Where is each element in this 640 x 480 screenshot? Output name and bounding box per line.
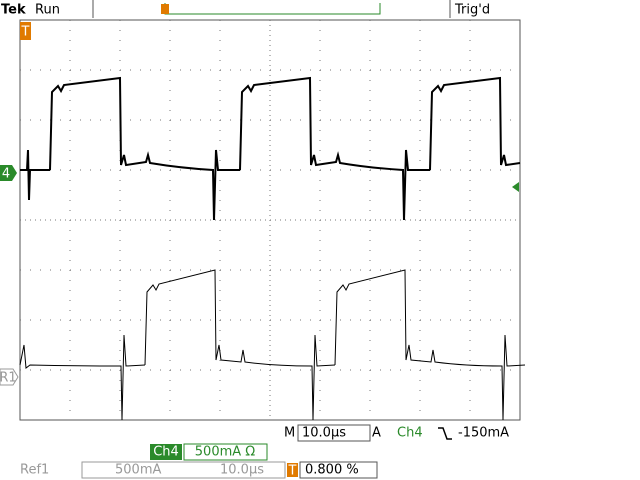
trigger-position-marker: [161, 4, 169, 14]
channel-marker-label: 4: [2, 167, 10, 182]
trigger-position-badge-label: T: [288, 464, 297, 479]
run-state: Run: [35, 3, 60, 18]
graticule: [20, 20, 520, 420]
timebase-box: [297, 424, 371, 442]
timebase-label: M: [284, 426, 295, 441]
record-bracket: [164, 3, 381, 15]
trigger-source: Ch4: [397, 426, 423, 441]
trigger-marker: [20, 22, 31, 40]
reference-box: [81, 461, 286, 479]
timebase: 10.0µs: [302, 426, 346, 441]
channel-marker: [0, 165, 17, 181]
trigger-marker-label: T: [21, 25, 30, 40]
reference-marker: [0, 368, 19, 386]
reference-scale: 500mA: [115, 463, 161, 478]
channel-scale: 500mA Ω: [195, 445, 256, 460]
channel-name: Ch4: [153, 445, 179, 460]
trigger-position: 0.800 %: [305, 463, 359, 478]
trigger-position-badge: [287, 463, 298, 477]
channel-4-waveform: [20, 76, 521, 221]
channel-badge: [150, 444, 182, 460]
brand: Tek: [1, 3, 26, 18]
trigger-position-box: [299, 461, 378, 479]
channel-scale-box: [183, 443, 268, 461]
trigger-level-marker: [512, 182, 519, 192]
falling-edge-icon: [438, 427, 452, 440]
trigger-mode: A: [372, 426, 381, 441]
reference-marker-label: R1: [0, 371, 17, 386]
reference-name: Ref1: [20, 463, 49, 478]
reference-timebase: 10.0µs: [220, 463, 264, 478]
trigger-status: Trig'd: [454, 3, 490, 18]
reference-1-waveform: [19, 269, 526, 421]
trigger-level: -150mA: [458, 426, 509, 441]
